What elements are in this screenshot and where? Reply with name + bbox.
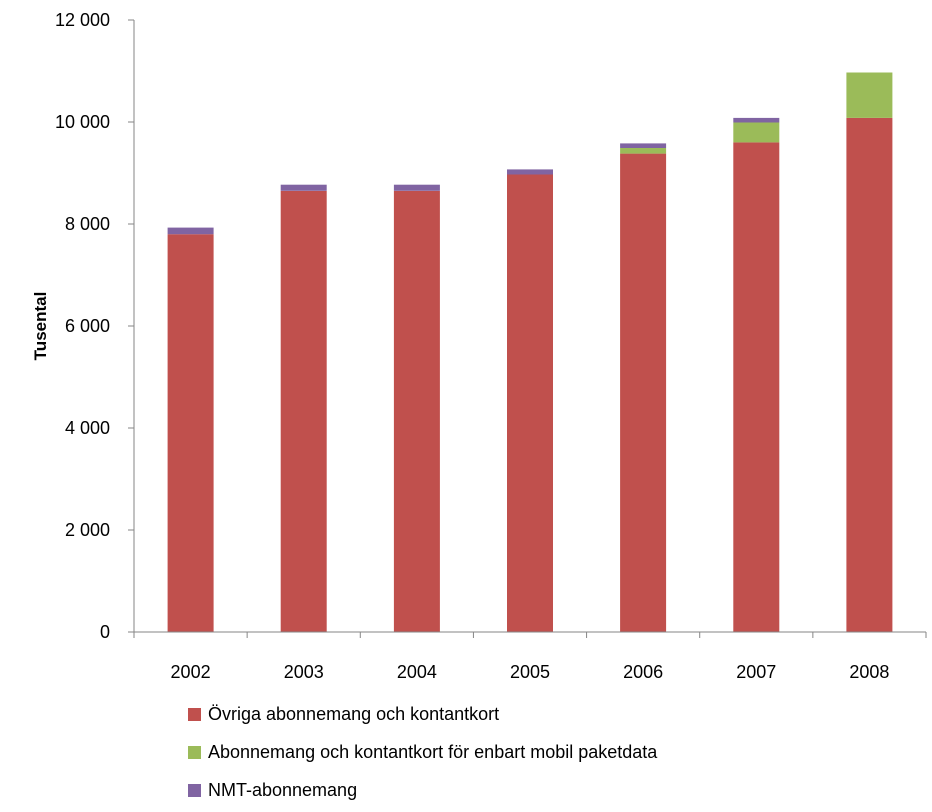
y-axis-title: Tusental <box>31 292 50 361</box>
legend-label-series-3: NMT-abonnemang <box>208 780 357 800</box>
bar-2005-series-1 <box>507 174 553 632</box>
bar-2004-series-3 <box>393 184 440 191</box>
axes-group: 0 2 000 4 000 6 000 8 000 10 000 12 000 2002 200… <box>55 10 927 682</box>
bar-2005-series-3 <box>507 169 553 175</box>
legend-swatch-series-2 <box>188 746 201 759</box>
bar-2007-series-2 <box>733 122 780 143</box>
x-tick-label: 2006 <box>623 662 663 682</box>
x-tick-label: 2003 <box>284 662 324 682</box>
y-tick-label: 12 000 <box>55 10 110 30</box>
bar-2006-series-2 <box>620 148 667 154</box>
bar-2008-series-2 <box>846 72 893 118</box>
y-tick-label: 0 <box>100 622 110 642</box>
bar-2003-series-1 <box>280 190 327 632</box>
legend-swatch-series-3 <box>188 784 201 797</box>
x-tick-label: 2004 <box>397 662 437 682</box>
legend-label-series-2: Abonnemang och kontantkort för enbart mo… <box>208 742 658 762</box>
y-tick-label: 10 000 <box>55 112 110 132</box>
y-tick-label: 2 000 <box>65 520 110 540</box>
bar-2006-series-1 <box>620 153 667 632</box>
bar-2004-series-1 <box>393 190 440 632</box>
bar-2007-series-3 <box>733 117 780 123</box>
bar-2006-series-3 <box>620 143 667 148</box>
x-tick-label: 2007 <box>736 662 776 682</box>
bars-group <box>167 72 893 632</box>
y-tick-label: 4 000 <box>65 418 110 438</box>
legend: Övriga abonnemang och kontantkort Abonnem… <box>188 704 658 800</box>
y-tick-label: 6 000 <box>65 316 110 336</box>
legend-swatch-series-1 <box>188 708 201 721</box>
bar-2008-series-1 <box>846 117 893 632</box>
legend-label-series-1: Övriga abonnemang och kontantkort <box>208 704 499 724</box>
x-tick-label: 2008 <box>849 662 889 682</box>
bar-2002-series-3 <box>167 227 214 235</box>
bar-2007-series-1 <box>733 142 780 632</box>
bar-2002-series-1 <box>167 234 214 632</box>
y-tick-label: 8 000 <box>65 214 110 234</box>
x-tick-label: 2002 <box>171 662 211 682</box>
bar-2003-series-3 <box>280 184 327 191</box>
x-tick-label: 2005 <box>510 662 550 682</box>
